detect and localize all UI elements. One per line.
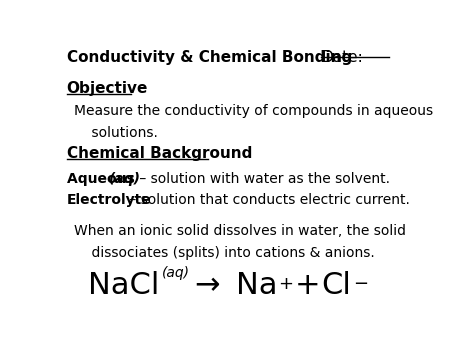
Text: Aqueous: Aqueous [67,172,140,186]
Text: Chemical Background: Chemical Background [67,146,252,161]
Text: Electrolyte: Electrolyte [67,193,152,207]
Text: →: → [194,271,220,300]
Text: Objective: Objective [67,81,148,96]
Text: dissociates (splits) into cations & anions.: dissociates (splits) into cations & anio… [74,246,374,260]
Text: Cl: Cl [321,271,351,300]
Text: NaCl: NaCl [88,271,159,300]
Text: – solution with water as the solvent.: – solution with water as the solvent. [135,172,390,186]
Text: +: + [294,271,320,300]
Text: −: − [353,275,369,293]
Text: Measure the conductivity of compounds in aqueous: Measure the conductivity of compounds in… [74,104,433,118]
Text: Date:: Date: [321,50,363,65]
Text: (aq): (aq) [109,172,141,186]
Text: – solution that conducts electric current.: – solution that conducts electric curren… [125,193,410,207]
Text: solutions.: solutions. [74,126,158,141]
Text: Na: Na [236,271,277,300]
Text: When an ionic solid dissolves in water, the solid: When an ionic solid dissolves in water, … [74,224,406,238]
Text: (aq): (aq) [162,266,189,280]
Text: +: + [279,275,293,293]
Text: Conductivity & Chemical Bonding: Conductivity & Chemical Bonding [67,50,352,65]
